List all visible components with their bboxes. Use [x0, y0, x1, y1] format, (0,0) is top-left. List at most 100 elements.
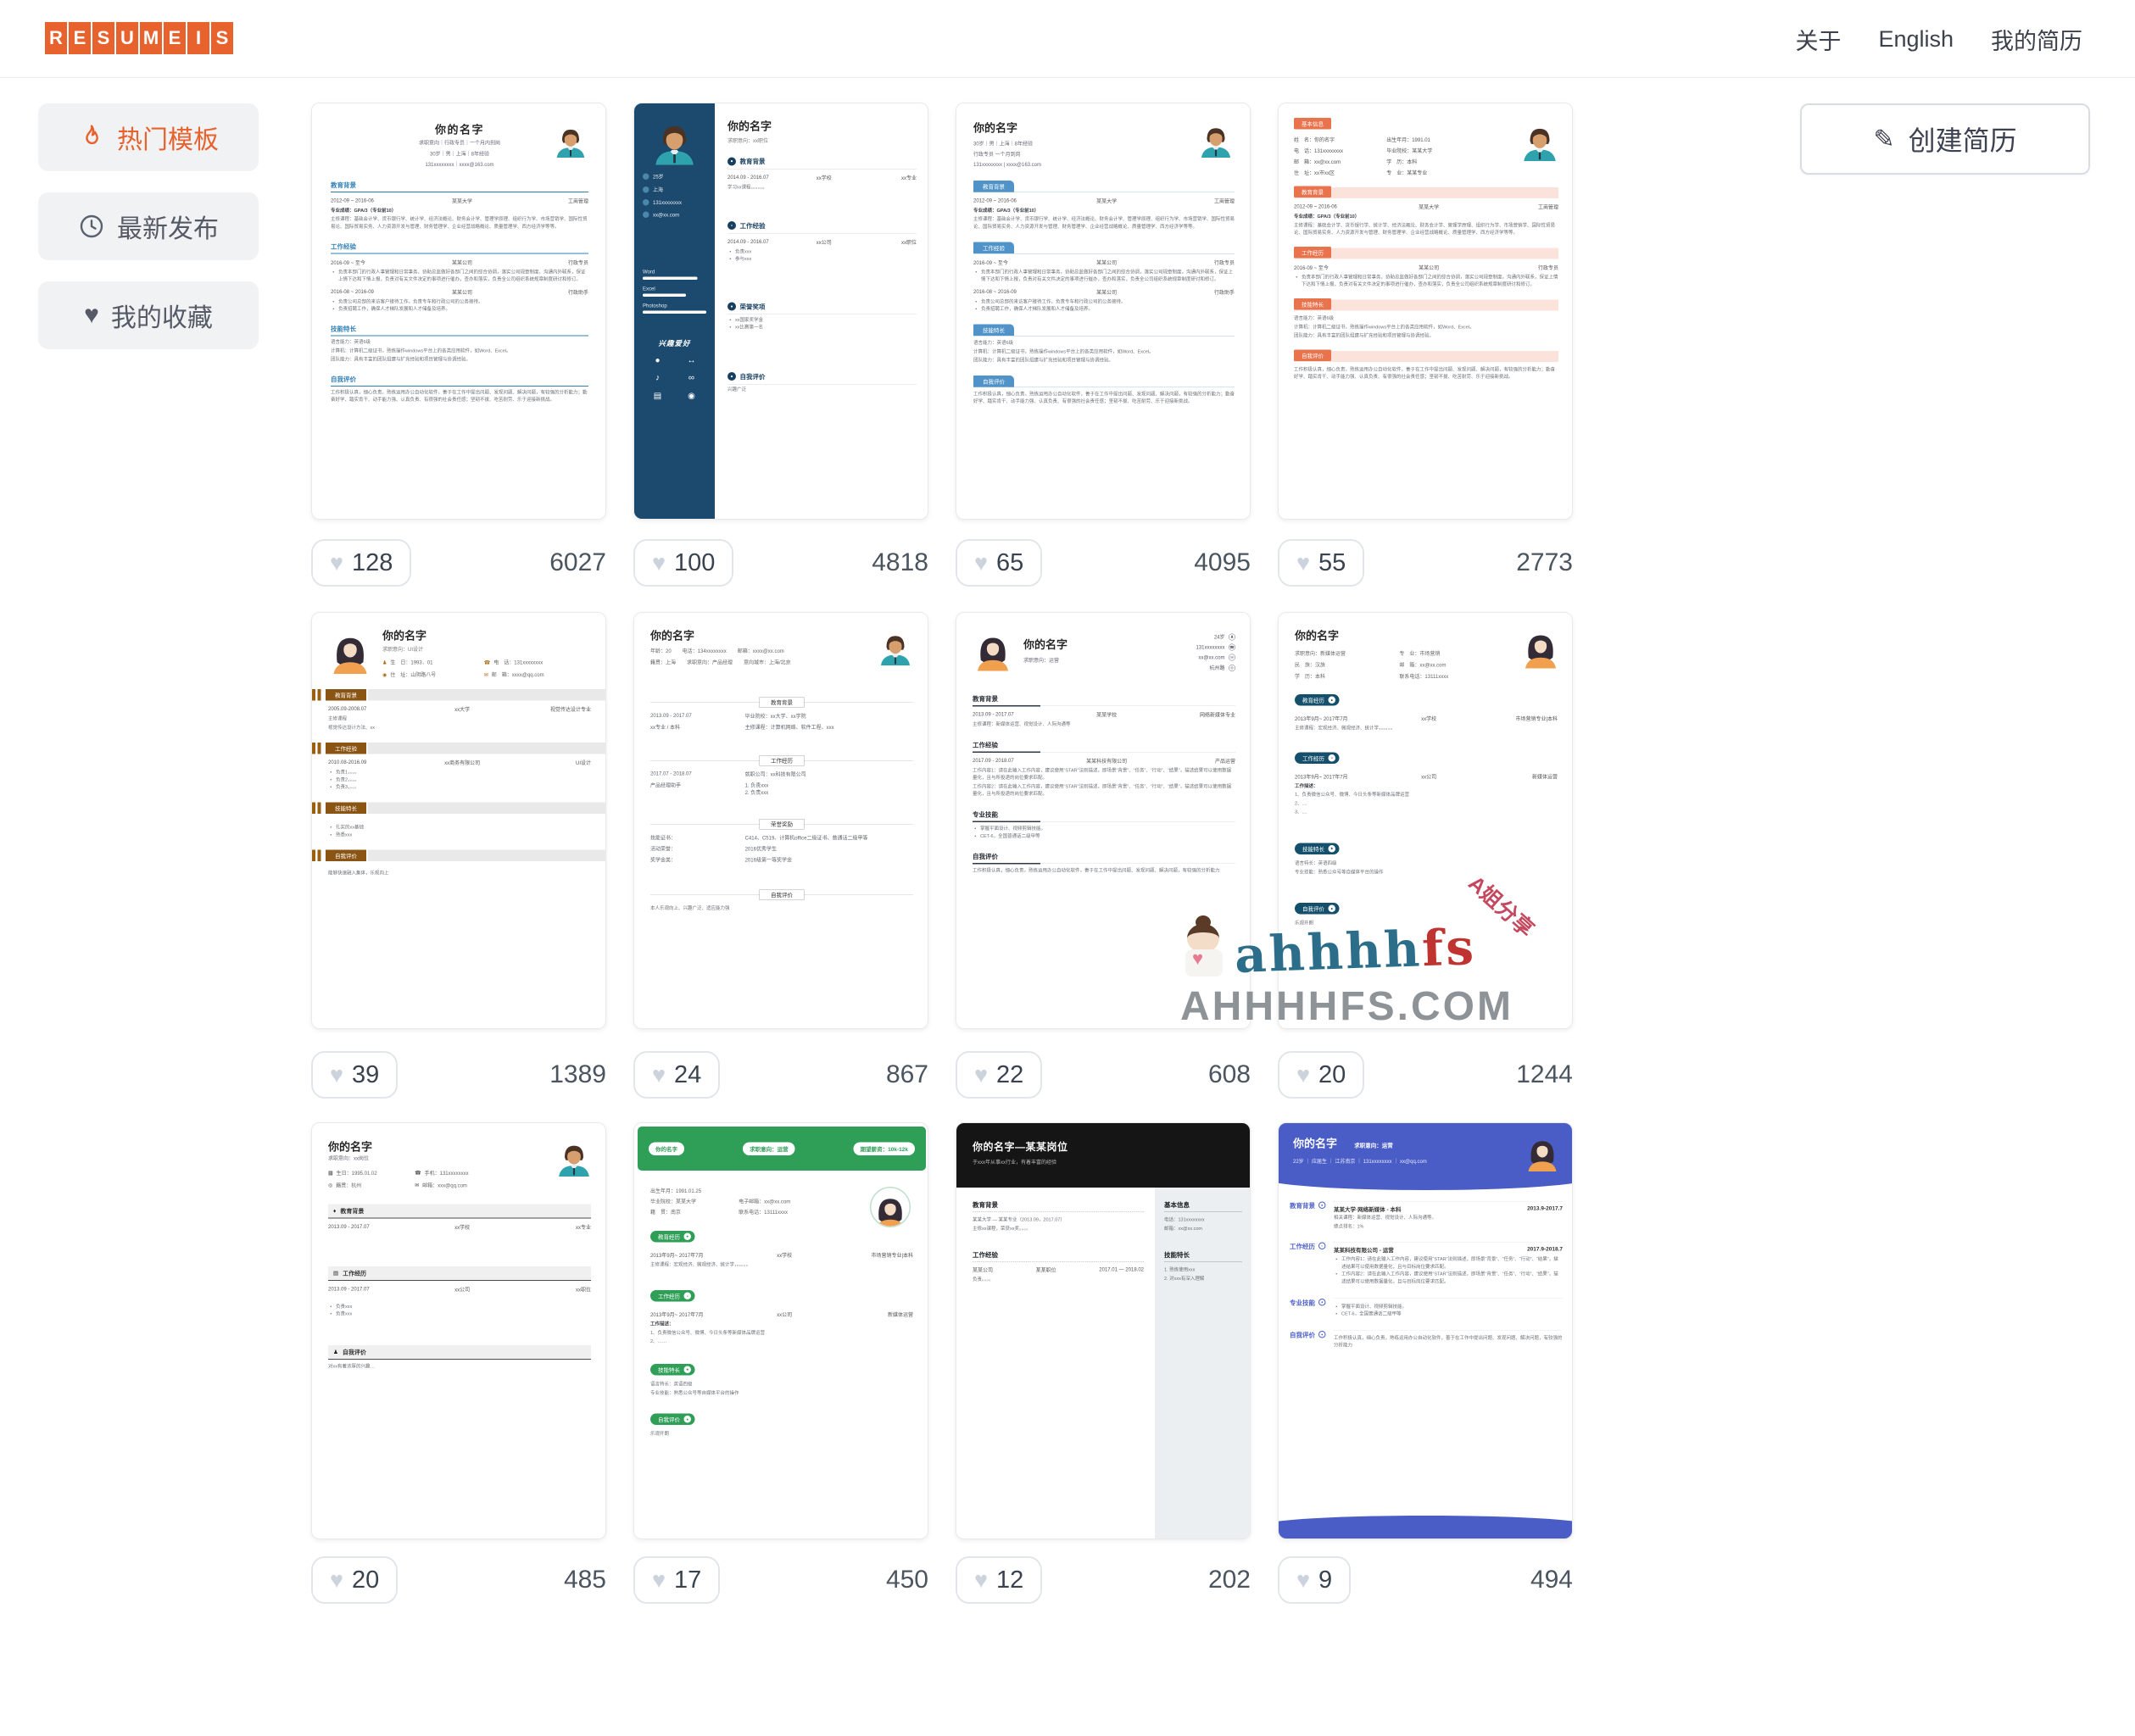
resume-line: 工作内容2：请在此输入工作内容，建议使用“STAR”法则描述，即场景“背景”、“… [1341, 1271, 1563, 1286]
section-title: 教育背景 [739, 158, 766, 166]
sidebar-item-latest[interactable]: 最新发布 [38, 192, 259, 260]
template-card-2[interactable]: 25岁 上海 131xxxxxxxx xx@xx.com Word Excel … [633, 103, 928, 520]
template-card-9[interactable]: 你的名字 求职意向：xx岗位 ▦ 生日：1995.01.02 ☎ 手机：131xxx… [311, 1122, 606, 1539]
template-card-3[interactable]: 你的名字 30岁｜男｜上海｜8年经验 行政专员 一个月到岗 131xxxxxxx… [956, 103, 1251, 520]
resume-line: 负责本部门的行政人事管理和日常事务，协助总监做好各部门之间的综合协调，落实公司规… [1302, 274, 1558, 289]
person-icon: ♟ [1229, 633, 1235, 641]
template-card-10[interactable]: 你的名字 求职意向：运营 期望薪资：10k-12k 出生年月：1991.01.2… [633, 1122, 928, 1539]
resume-line: 负责1，。。。 [336, 769, 591, 776]
like-button[interactable]: ♥ 39 [311, 1051, 399, 1099]
template-card-7[interactable]: 你的名字 求职意向：运营 24岁 ♟ 131xxxxxxxx ☎ xx@xx.com… [956, 612, 1251, 1029]
resume-field: 杭州路 [1209, 665, 1225, 671]
section-title: 技能特长 [1164, 1250, 1242, 1263]
like-button[interactable]: ♥ 65 [956, 539, 1043, 587]
create-resume-button[interactable]: ✎ 创建简历 [1800, 103, 2090, 175]
nav-language-toggle[interactable]: English [1878, 25, 1954, 52]
resume-field: 电 话：131xxxxxxxx [1294, 147, 1344, 154]
resume-line: 主修课程：基础会计学、货币银行学、统计学、经济法概论、财务会计学、管理学原理、组… [1294, 222, 1555, 236]
section-title: 自我评价 [658, 1416, 681, 1423]
template-card-11[interactable]: 你的名字—某某岗位 于xxx年从事xx行业，有着丰富的经验 教育背景 某某大学 … [956, 1122, 1251, 1539]
template-card-1[interactable]: 你的名字 求职意向｜行政专员｜一个月内到岗 30岁｜男｜上海｜8年经验 131x… [311, 103, 606, 520]
section-banner [367, 802, 605, 814]
mail-icon: ✉ [1229, 654, 1235, 661]
like-button[interactable]: ♥ 17 [633, 1556, 721, 1604]
work-date: 2010.08-2016.09 [328, 759, 367, 765]
edu-date: 2005.09-2008.07 [328, 705, 367, 712]
section-title: 技能特长 [973, 324, 1015, 336]
template-card-5[interactable]: 你的名字 求职意向：UI设计 ♟ 生 日：1993．01 ☎ 电 话：131xxxx… [311, 612, 606, 1029]
resume-line: 主修xx课程，荣获xx奖。。。。 [973, 1226, 1031, 1232]
template-card-8[interactable]: 你的名字 求职意向：新媒体运营 专 业：市场营销 民 族：汉族 邮 箱：xx@xx.… [1278, 612, 1573, 1029]
resume-line: 工作描述： [650, 1321, 674, 1327]
like-button[interactable]: ♥ 100 [633, 539, 734, 587]
logo-letter: R [45, 22, 67, 54]
like-button[interactable]: ♥ 128 [311, 539, 412, 587]
sidebar-item-favorites[interactable]: ♥ 我的收藏 [38, 281, 259, 349]
work-org: xx公司 [777, 1311, 793, 1318]
like-button[interactable]: ♥ 22 [956, 1051, 1043, 1099]
resume-name: 你的名字 [1295, 629, 1340, 643]
resume-field: 籍贯：杭州 [336, 1182, 362, 1188]
resume-thumbnail: 你的名字 求职意向：UI设计 ♟ 生 日：1993．01 ☎ 电 话：131xxxx… [312, 613, 605, 1028]
edu-org: 某某大学·网络新媒体 - 本科 [1334, 1206, 1402, 1213]
resume-line: 负责本部门的行政人事管理和日常事务，协助总监做好各部门之间的综合协调，落实公司规… [981, 269, 1235, 284]
resume-field: 毕业院校：某某大学 [1386, 147, 1433, 154]
location-icon: ◉ [382, 671, 387, 678]
edu-date: 2013.9-2017.7 [1527, 1205, 1563, 1212]
resume-field: 籍贯：上海 [650, 659, 677, 665]
section-title: 教育背景 [1294, 186, 1332, 198]
accent-bar [312, 849, 315, 862]
work-role: 行政专员 [1537, 264, 1558, 271]
nav-my-resumes[interactable]: 我的简历 [1991, 28, 2082, 54]
section-title: 教育背景 [331, 181, 588, 192]
heart-icon: ♥ [84, 301, 99, 329]
edu-major: 工商管理 [1213, 198, 1235, 204]
heart-icon: ♥ [652, 1061, 666, 1088]
section-title: 基本信息 [1294, 118, 1332, 130]
resume-line: 工作内容2：请在此输入工作内容，建议使用“STAR”法则描述，即场景“背景”、“… [973, 783, 1232, 797]
template-card-6[interactable]: 你的名字 年龄：20 电话：134xxxxxxxx 邮箱：xxxx@xx.com 籍… [633, 612, 928, 1029]
location-icon [643, 186, 649, 193]
resume-line: 兴趣广泛 [727, 387, 746, 392]
like-button[interactable]: ♥ 55 [1278, 539, 1365, 587]
skill-label: Excel [643, 286, 655, 292]
edu-org: xx学校 [454, 1224, 471, 1231]
template-card-4[interactable]: 基本信息 姓 名：你的名字 出生年月：1991.01 电 话：131xxxxxxx… [1278, 103, 1573, 520]
edu-date: 2013.09 - 2017.07 [328, 1223, 370, 1230]
section-title: 荣誉奖项 [739, 303, 766, 311]
female-avatar [1520, 626, 1561, 670]
resume-line: 求职意向｜行政专员｜一个月内到岗 [418, 140, 500, 146]
nav-about[interactable]: 关于 [1795, 28, 1842, 54]
view-count: 485 [563, 1566, 606, 1594]
accent-bar [317, 689, 321, 701]
mail-icon [643, 211, 649, 218]
like-count: 65 [996, 548, 1024, 576]
top-nav: 关于 English 我的简历 [1795, 0, 2082, 78]
mail-icon: ✉ [483, 671, 488, 678]
view-count: 450 [885, 1566, 928, 1594]
resume-line: xx国家奖学金 [735, 316, 917, 324]
female-avatar [1524, 1132, 1561, 1173]
sidebar-item-hot-templates[interactable]: 热门模板 [38, 103, 259, 171]
section-title: 工作经验 [973, 242, 1015, 253]
resume-line: 工作积极认真，细心负责，熟练运用办公自动化软件，善于在工作中提出问题、发现问题、… [331, 389, 588, 403]
like-button[interactable]: ♥ 24 [633, 1051, 721, 1099]
work-org: xx公司 [454, 1286, 471, 1293]
section-title: 教育经历 [1302, 697, 1325, 704]
resume-field: 生日：1995.01.02 [336, 1170, 377, 1177]
like-button[interactable]: ♥ 9 [1278, 1556, 1352, 1604]
heart-icon: ♥ [652, 549, 666, 576]
like-button[interactable]: ♥ 12 [956, 1556, 1043, 1604]
resumeis-logo[interactable]: R E S U M E I S [45, 22, 233, 54]
resume-line: 能够快速融入集体，乐观向上 [328, 871, 389, 876]
resume-line: 3、.... [1295, 810, 1307, 815]
like-button[interactable]: ♥ 20 [311, 1556, 399, 1604]
like-button[interactable]: ♥ 20 [1278, 1051, 1365, 1099]
template-card-12[interactable]: 你的名字 求职意向：运营 22岁 ｜ 应届生 ｜ 江苏南京 ｜ 131xxxxx… [1278, 1122, 1573, 1539]
resume-line: 求职意向：运营 [743, 1142, 795, 1155]
resume-line: 某某大学 — 某某专业（2013.09，2017.07） [973, 1217, 1065, 1222]
like-count: 17 [674, 1566, 702, 1594]
resume-line: 30岁｜男｜上海｜8年经验 [973, 141, 1034, 147]
resume-line: 求职意向：运营 [1354, 1142, 1393, 1149]
resume-field: 学 历：本科 [1386, 159, 1418, 165]
